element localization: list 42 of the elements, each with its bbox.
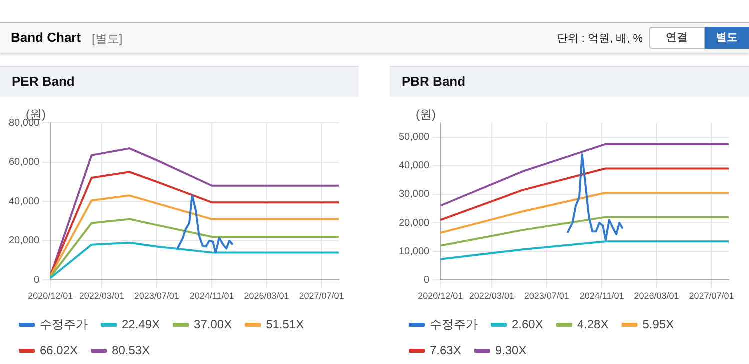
text: 연결 — [649, 27, 705, 49]
x-tick-label: 2024/11/01 — [580, 291, 624, 302]
y-axis-title: (원) — [416, 107, 436, 122]
x-tick-label: 2022/03/01 — [79, 291, 124, 302]
y-tick-label: 50,000 — [398, 132, 430, 144]
text: 별도 — [705, 27, 749, 49]
x-tick-label: 2027/07/01 — [299, 291, 344, 302]
legend-label: 5.95X — [642, 317, 674, 332]
y-tick-label: 60,000 — [8, 157, 40, 168]
legend-label: 37.00X — [194, 317, 232, 332]
x-tick-label: 2020/12/01 — [418, 291, 464, 302]
x-tick-label: 2022/03/01 — [469, 291, 514, 302]
legend-label: 4.28X — [577, 317, 609, 332]
legend-label: 수정주가 — [40, 317, 88, 332]
y-tick-label: 40,000 — [398, 160, 430, 172]
x-tick-label: 2023/07/01 — [134, 291, 180, 302]
y-tick-label: 40,000 — [8, 196, 40, 208]
chart-title: PER Band — [0, 66, 359, 97]
y-tick-label: 0 — [424, 274, 430, 286]
legend-label: 66.02X — [40, 343, 78, 358]
x-tick-label: 2026/03/01 — [634, 291, 680, 302]
y-tick-label: 0 — [34, 274, 40, 286]
legend-label: 22.49X — [122, 317, 160, 332]
y-tick-label: 30,000 — [398, 189, 430, 200]
legend-label: 9.30X — [495, 343, 527, 358]
y-tick-label: 20,000 — [398, 218, 430, 229]
legend-label: 수정주가 — [430, 317, 478, 332]
x-tick-label: 2027/07/01 — [689, 291, 734, 302]
x-tick-label: 2024/11/01 — [190, 291, 234, 302]
legend-label: 2.60X — [512, 317, 544, 332]
x-tick-label: 2026/03/01 — [244, 291, 290, 302]
text: [별도] — [92, 31, 123, 48]
legend-label: 51.51X — [266, 317, 304, 332]
legend-label: 80.53X — [112, 343, 150, 358]
legend-label: 7.63X — [430, 343, 462, 358]
x-tick-label: 2023/07/01 — [524, 291, 570, 302]
x-tick-label: 2020/12/01 — [28, 291, 74, 302]
chart-title: PBR Band — [390, 66, 749, 97]
y-tick-label: 10,000 — [398, 246, 430, 258]
y-tick-label: 20,000 — [8, 236, 40, 247]
text: Band Chart — [11, 30, 82, 45]
text: 단위 : 억원, 배, % — [556, 32, 643, 46]
